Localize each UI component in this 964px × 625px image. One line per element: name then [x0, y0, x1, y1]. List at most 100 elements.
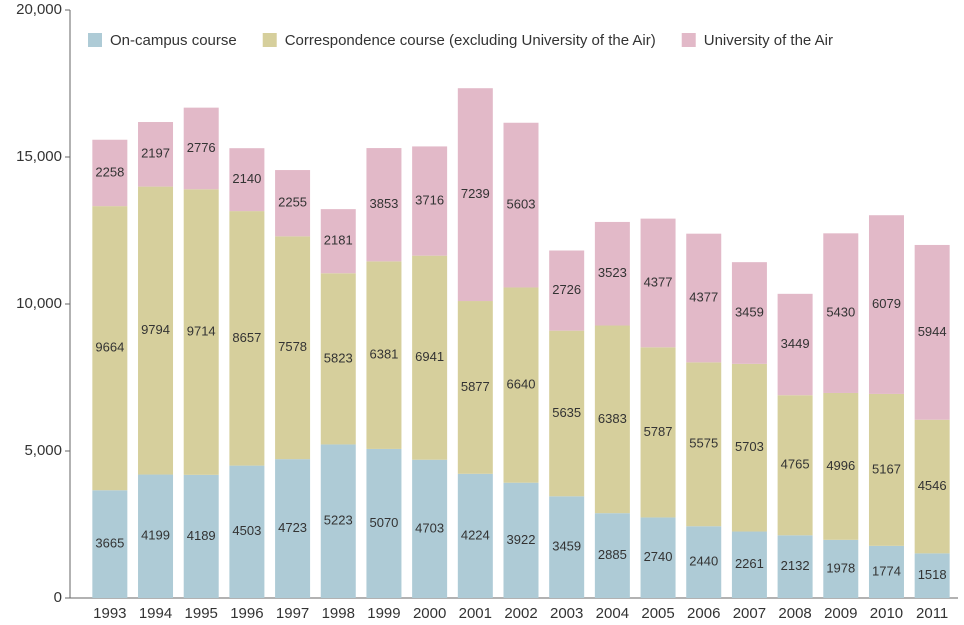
value-label: 4996 — [826, 458, 855, 473]
bar-segment — [138, 122, 174, 187]
y-tick-label: 0 — [54, 589, 62, 606]
bar-segment — [275, 459, 311, 598]
bar-segment — [594, 221, 630, 326]
x-tick-label: 2000 — [413, 605, 446, 622]
bar-segment — [777, 293, 813, 396]
bar-segment — [914, 244, 950, 420]
y-tick-label: 10,000 — [16, 295, 62, 312]
value-label: 5787 — [644, 424, 673, 439]
value-label: 1518 — [918, 567, 947, 582]
value-label: 5070 — [369, 515, 398, 530]
x-tick-label: 2010 — [870, 605, 903, 622]
value-label: 5223 — [324, 513, 353, 528]
legend-swatch — [88, 33, 102, 47]
value-label: 5703 — [735, 439, 764, 454]
y-tick-label: 20,000 — [16, 1, 62, 18]
y-tick-label: 15,000 — [16, 148, 62, 165]
value-label: 2726 — [552, 282, 581, 297]
value-label: 3922 — [507, 532, 536, 547]
bar-segment — [320, 273, 356, 445]
value-label: 4723 — [278, 520, 307, 535]
x-tick-label: 1996 — [230, 605, 263, 622]
bar-segment — [549, 496, 585, 598]
value-label: 5635 — [552, 405, 581, 420]
value-label: 5823 — [324, 350, 353, 365]
value-label: 3853 — [369, 196, 398, 211]
value-label: 3459 — [552, 539, 581, 554]
bar-segment — [320, 209, 356, 274]
x-tick-label: 2008 — [778, 605, 811, 622]
bar-segment — [914, 553, 950, 598]
bar-segment — [92, 206, 128, 491]
value-label: 2258 — [95, 164, 124, 179]
value-label: 6079 — [872, 296, 901, 311]
legend-swatch — [262, 33, 277, 47]
x-tick-label: 2005 — [641, 605, 674, 622]
value-label: 3459 — [735, 304, 764, 319]
x-tick-label: 1999 — [367, 605, 400, 622]
value-label: 5877 — [461, 379, 490, 394]
bar-segment — [823, 539, 859, 598]
bar-segment — [640, 218, 676, 348]
value-label: 6383 — [598, 411, 627, 426]
bar-segment — [503, 122, 539, 288]
bar-segment — [731, 363, 767, 532]
bar-segment — [183, 189, 219, 475]
x-tick-label: 1995 — [185, 605, 218, 622]
value-label: 4377 — [689, 289, 718, 304]
bar-segment — [686, 233, 722, 363]
value-label: 2885 — [598, 547, 627, 562]
y-tick-label: 5,000 — [24, 442, 62, 459]
value-label: 9664 — [95, 340, 124, 355]
bar-segment — [640, 347, 676, 518]
value-label: 9714 — [187, 323, 216, 338]
x-tick-label: 2004 — [596, 605, 629, 622]
bar-segment — [320, 444, 356, 598]
value-label: 7578 — [278, 339, 307, 354]
value-label: 3449 — [781, 336, 810, 351]
bar-segment — [92, 139, 128, 207]
bar-segment — [868, 545, 904, 598]
value-label: 2440 — [689, 554, 718, 569]
value-label: 3716 — [415, 192, 444, 207]
value-label: 2740 — [644, 549, 673, 564]
bar-segment — [868, 215, 904, 394]
bar-segment — [275, 236, 311, 460]
value-label: 2255 — [278, 195, 307, 210]
legend-label: On-campus course — [110, 32, 237, 49]
bar-segment — [275, 170, 311, 237]
x-tick-label: 2002 — [504, 605, 537, 622]
value-label: 5944 — [918, 324, 947, 339]
bar-segment — [366, 448, 402, 598]
bar-segment — [229, 465, 265, 598]
bar-segment — [457, 88, 493, 302]
value-label: 8657 — [232, 330, 261, 345]
bar-segment — [183, 474, 219, 598]
value-label: 1978 — [826, 560, 855, 575]
bar-segment — [686, 526, 722, 598]
legend-label: University of the Air — [704, 32, 833, 49]
value-label: 4503 — [232, 523, 261, 538]
value-label: 1774 — [872, 563, 901, 578]
value-label: 2197 — [141, 146, 170, 161]
x-tick-label: 2001 — [459, 605, 492, 622]
value-label: 6381 — [369, 347, 398, 362]
value-label: 5603 — [507, 197, 536, 212]
value-label: 2140 — [232, 171, 261, 186]
bar-segment — [549, 330, 585, 497]
value-label: 7239 — [461, 186, 490, 201]
x-tick-label: 1994 — [139, 605, 172, 622]
x-tick-label: 1997 — [276, 605, 309, 622]
bar-segment — [549, 250, 585, 331]
x-tick-label: 2003 — [550, 605, 583, 622]
bar-segment — [686, 362, 722, 527]
value-label: 9794 — [141, 322, 170, 337]
value-label: 4546 — [918, 478, 947, 493]
bar-segment — [92, 490, 128, 598]
legend-swatch — [681, 33, 696, 47]
value-label: 4199 — [141, 528, 170, 543]
value-label: 2181 — [324, 233, 353, 248]
value-label: 4703 — [415, 520, 444, 535]
x-tick-label: 2007 — [733, 605, 766, 622]
